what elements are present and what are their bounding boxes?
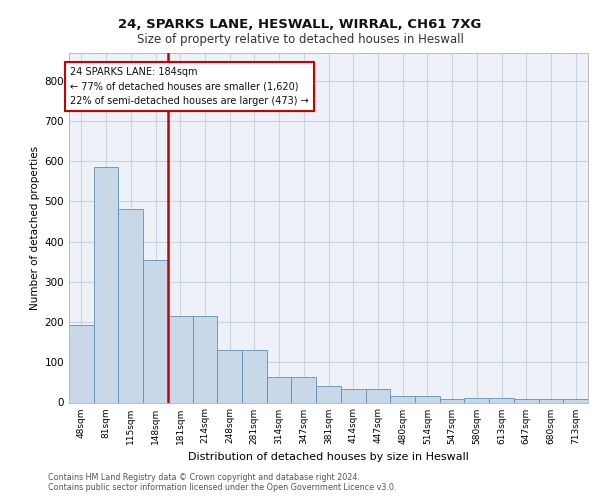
- Text: Contains HM Land Registry data © Crown copyright and database right 2024.
Contai: Contains HM Land Registry data © Crown c…: [48, 473, 397, 492]
- Bar: [267, 377, 292, 402]
- Bar: [390, 396, 415, 402]
- Bar: [440, 400, 464, 402]
- Bar: [69, 326, 94, 402]
- Bar: [143, 260, 168, 402]
- Bar: [242, 350, 267, 403]
- Bar: [118, 210, 143, 402]
- Bar: [168, 316, 193, 402]
- X-axis label: Distribution of detached houses by size in Heswall: Distribution of detached houses by size …: [188, 452, 469, 462]
- Text: Size of property relative to detached houses in Heswall: Size of property relative to detached ho…: [137, 32, 463, 46]
- Bar: [489, 398, 514, 402]
- Bar: [539, 400, 563, 402]
- Bar: [292, 377, 316, 402]
- Bar: [514, 400, 539, 402]
- Bar: [464, 398, 489, 402]
- Text: 24 SPARKS LANE: 184sqm
← 77% of detached houses are smaller (1,620)
22% of semi-: 24 SPARKS LANE: 184sqm ← 77% of detached…: [70, 66, 309, 106]
- Bar: [217, 350, 242, 403]
- Bar: [316, 386, 341, 402]
- Bar: [341, 389, 365, 402]
- Bar: [94, 167, 118, 402]
- Text: 24, SPARKS LANE, HESWALL, WIRRAL, CH61 7XG: 24, SPARKS LANE, HESWALL, WIRRAL, CH61 7…: [118, 18, 482, 30]
- Bar: [563, 400, 588, 402]
- Bar: [415, 396, 440, 402]
- Bar: [365, 389, 390, 402]
- Bar: [193, 316, 217, 402]
- Y-axis label: Number of detached properties: Number of detached properties: [31, 146, 40, 310]
